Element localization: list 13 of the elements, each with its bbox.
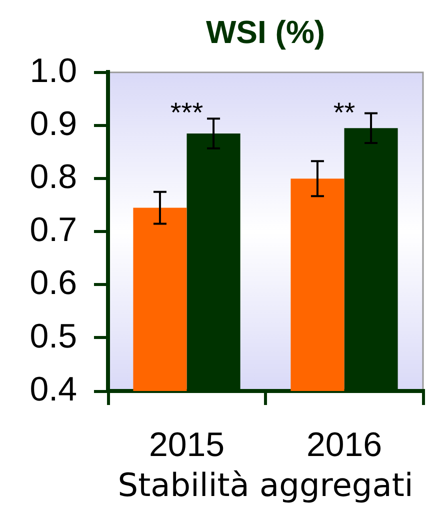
- y-tick-label: 1.0: [30, 52, 77, 90]
- y-tick-label: 0.5: [30, 317, 77, 356]
- y-tick-label: 0.7: [30, 211, 77, 250]
- y-tick-label: 0.4: [30, 370, 77, 408]
- chart-title: WSI (%): [206, 14, 326, 50]
- annotation: ***: [170, 96, 204, 128]
- x-tick-label: 2015: [148, 426, 225, 464]
- x-axis-title: Stabilità aggregati: [118, 466, 414, 504]
- y-tick-label: 0.6: [30, 264, 77, 302]
- y-tick-label: 0.8: [30, 158, 77, 196]
- annotation: **: [333, 96, 356, 128]
- x-tick-label: 2016: [306, 426, 382, 464]
- y-tick-label: 0.9: [30, 104, 77, 143]
